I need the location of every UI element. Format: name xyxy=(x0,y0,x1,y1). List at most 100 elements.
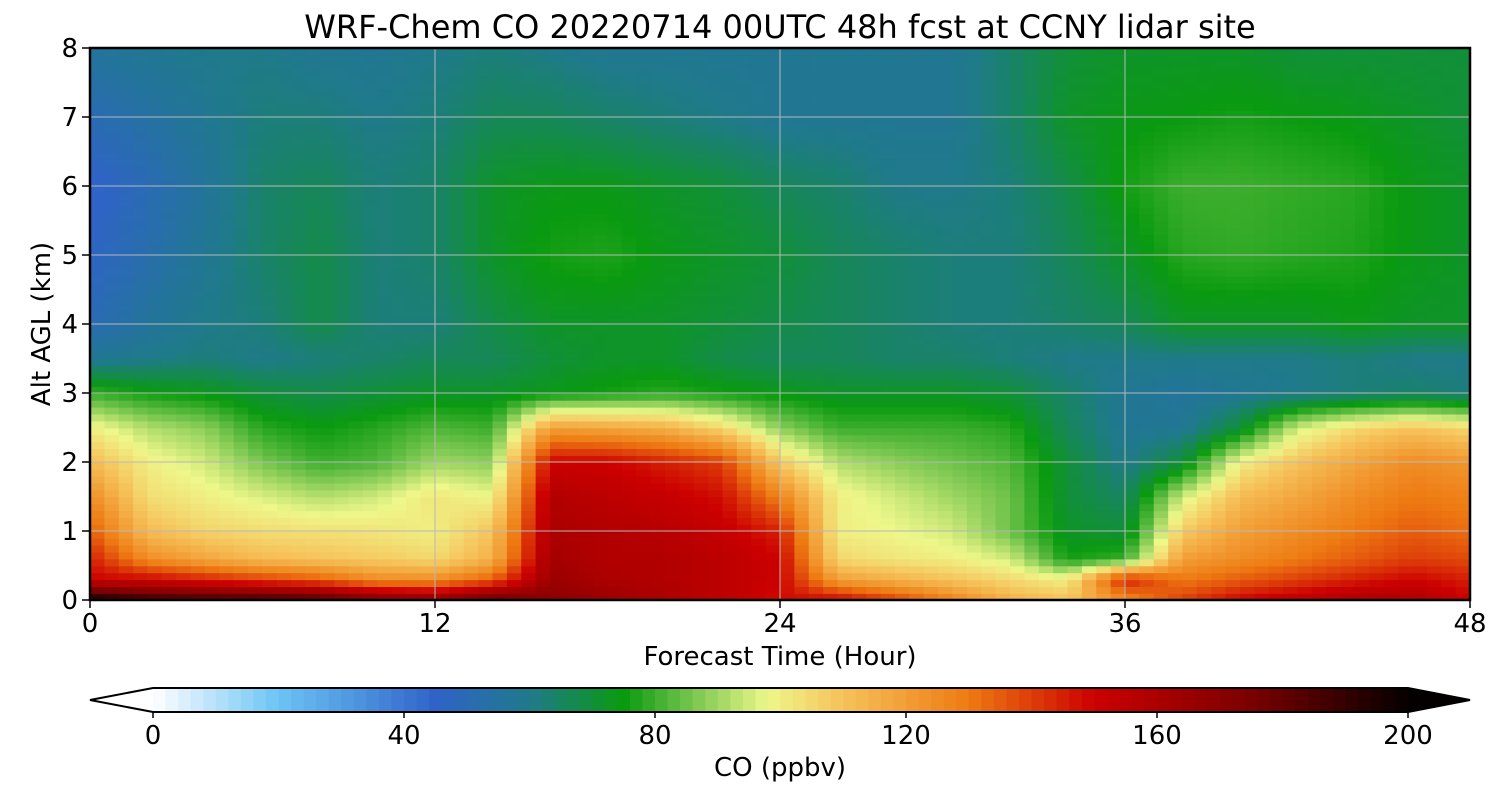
heatmap-cell xyxy=(564,303,580,311)
heatmap-cell xyxy=(966,503,983,512)
heatmap-cell xyxy=(420,510,436,518)
heatmap-cell xyxy=(1412,317,1428,325)
heatmap-cell xyxy=(780,317,796,325)
heatmap-cell xyxy=(320,241,336,249)
heatmap-cell xyxy=(305,268,321,277)
heatmap-cell xyxy=(521,462,537,470)
heatmap-cell xyxy=(1125,372,1141,380)
heatmap-cell xyxy=(133,241,149,249)
heatmap-cell xyxy=(1067,579,1083,587)
heatmap-cell xyxy=(981,496,997,505)
heatmap-cell xyxy=(262,462,278,470)
heatmap-cell xyxy=(722,510,738,518)
heatmap-cell xyxy=(1182,524,1198,532)
heatmap-cell xyxy=(291,544,307,553)
heatmap-cell xyxy=(1182,420,1198,429)
heatmap-cell xyxy=(1010,406,1026,415)
heatmap-cell xyxy=(1024,427,1040,436)
heatmap-cell xyxy=(708,324,724,332)
heatmap-cell xyxy=(823,468,839,477)
heatmap-cell xyxy=(334,468,350,477)
heatmap-cell xyxy=(248,289,264,298)
heatmap-cell xyxy=(435,344,451,353)
heatmap-cell xyxy=(1398,310,1414,318)
heatmap-cell xyxy=(621,475,638,484)
heatmap-cell xyxy=(1355,544,1371,553)
heatmap-cell xyxy=(1455,462,1470,470)
heatmap-cell xyxy=(722,565,738,574)
heatmap-cell xyxy=(679,544,695,553)
heatmap-cell xyxy=(463,537,479,546)
heatmap-cell xyxy=(1426,517,1443,525)
heatmap-cell xyxy=(435,455,451,463)
heatmap-cell xyxy=(1010,496,1026,505)
heatmap-cell xyxy=(851,413,868,422)
heatmap-cell xyxy=(1110,482,1126,491)
heatmap-cell xyxy=(1326,558,1342,567)
heatmap-cell xyxy=(593,303,609,311)
heatmap-cell xyxy=(722,496,738,505)
heatmap-cell xyxy=(1268,248,1284,256)
heatmap-cell xyxy=(650,537,666,546)
heatmap-cell xyxy=(923,351,939,360)
heatmap-cell xyxy=(981,303,997,311)
heatmap-cell xyxy=(1426,379,1443,387)
heatmap-cell xyxy=(665,379,681,387)
heatmap-cell xyxy=(1010,448,1026,456)
heatmap-cell xyxy=(851,441,868,449)
heatmap-cell xyxy=(693,510,709,518)
heatmap-cell xyxy=(837,551,853,560)
heatmap-cell xyxy=(966,379,983,387)
heatmap-cell xyxy=(880,413,896,422)
heatmap-cell xyxy=(1398,455,1414,463)
heatmap-cell xyxy=(650,386,666,394)
heatmap-cell xyxy=(751,241,767,249)
heatmap-cell xyxy=(1398,303,1414,311)
heatmap-cell xyxy=(1326,248,1342,256)
heatmap-cell xyxy=(578,503,594,512)
heatmap-cell xyxy=(391,544,408,553)
heatmap-cell xyxy=(1211,310,1227,318)
heatmap-cell xyxy=(837,386,853,394)
heatmap-cell xyxy=(665,275,681,284)
heatmap-cell xyxy=(679,241,695,249)
heatmap-cell xyxy=(621,317,638,325)
heatmap-cell xyxy=(1240,255,1256,263)
heatmap-cell xyxy=(535,420,551,429)
heatmap-cell xyxy=(665,386,681,394)
heatmap-cell xyxy=(923,241,939,249)
heatmap-cell xyxy=(607,544,623,553)
heatmap-cell xyxy=(262,455,278,463)
heatmap-cell xyxy=(995,248,1011,256)
heatmap-cell xyxy=(1024,330,1040,339)
heatmap-cell xyxy=(880,503,896,512)
heatmap-cell xyxy=(391,255,408,263)
heatmap-cell xyxy=(377,579,393,587)
heatmap-cell xyxy=(1311,393,1328,401)
heatmap-cell xyxy=(1024,310,1040,318)
heatmap-cell xyxy=(1311,330,1328,339)
heatmap-cell xyxy=(161,344,178,353)
heatmap-cell xyxy=(938,413,954,422)
heatmap-cell xyxy=(492,455,508,463)
heatmap-cell xyxy=(650,593,666,600)
heatmap-cell xyxy=(435,255,451,263)
heatmap-cell xyxy=(305,413,321,422)
heatmap-cell xyxy=(1383,399,1399,408)
heatmap-cell xyxy=(636,427,652,436)
heatmap-cell xyxy=(363,537,379,546)
heatmap-cell xyxy=(722,379,738,387)
heatmap-cell xyxy=(1326,448,1342,456)
heatmap-cell xyxy=(262,503,278,512)
heatmap-cell xyxy=(1297,586,1313,594)
heatmap-cell xyxy=(995,399,1011,408)
heatmap-cell xyxy=(722,330,738,339)
heatmap-cell xyxy=(550,248,566,256)
heatmap-cell xyxy=(837,358,853,367)
heatmap-cell xyxy=(348,524,364,532)
heatmap-cell xyxy=(578,558,594,567)
heatmap-cell xyxy=(1240,310,1256,318)
heatmap-cell xyxy=(391,317,408,325)
heatmap-cell xyxy=(1139,503,1155,512)
heatmap-cell xyxy=(650,524,666,532)
